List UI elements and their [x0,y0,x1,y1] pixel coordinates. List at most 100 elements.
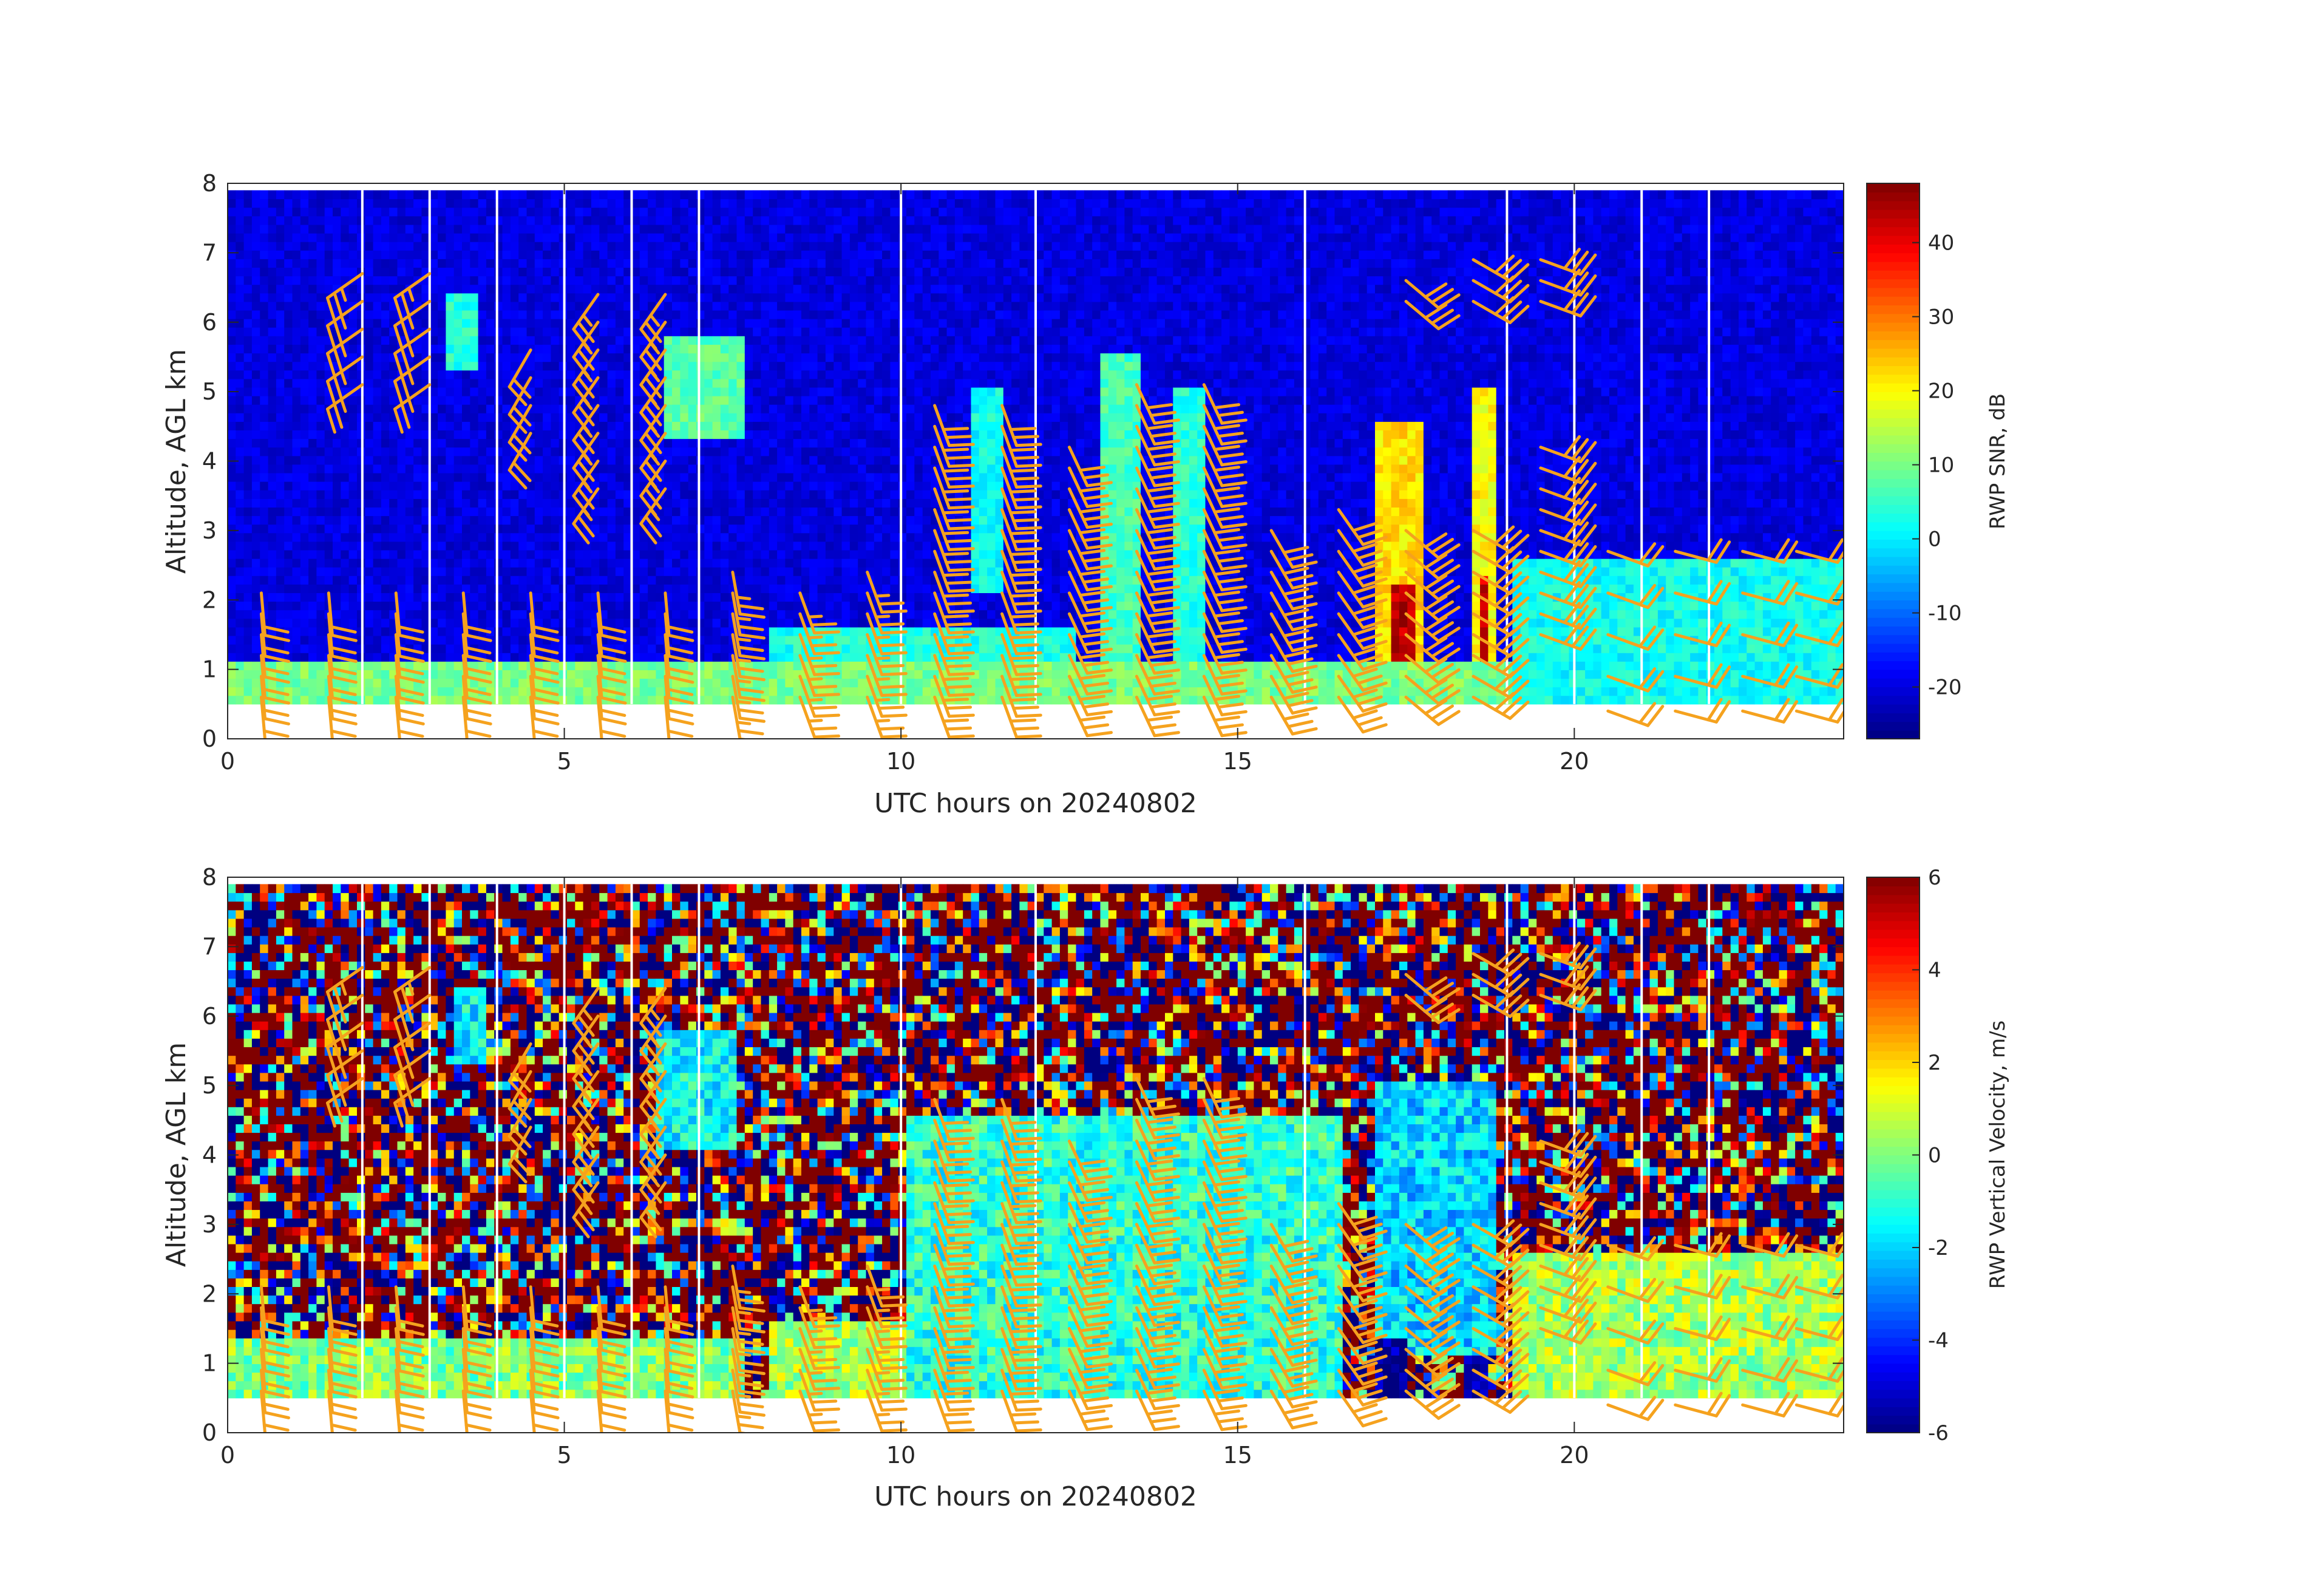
heatmap-cell [712,396,721,405]
heatmap-cell [744,481,753,491]
heatmap-cell [639,636,648,645]
heatmap-cell [243,498,253,508]
heatmap-cell [664,524,673,534]
heatmap-cell [543,387,551,396]
heatmap-cell [543,498,551,508]
heatmap-cell [777,327,786,336]
heatmap-cell [631,430,640,440]
heatmap-cell [656,627,665,636]
heatmap-cell [333,472,341,482]
heatmap-cell [243,276,253,285]
heatmap-cell [260,353,269,362]
heatmap-cell [365,413,374,422]
heatmap-cell [284,276,293,285]
heatmap-cell [276,515,285,525]
heatmap-cell [534,584,543,593]
heatmap-cell [680,507,689,517]
heatmap-cell [405,267,414,277]
heatmap-cell [470,576,479,585]
heatmap-cell [510,601,519,611]
heatmap-cell [801,344,810,354]
heatmap-cell [874,242,883,251]
heatmap-cell [236,498,245,508]
heatmap-cell [623,224,633,234]
heatmap-cell [526,549,535,559]
heatmap-cell [300,284,309,294]
heatmap-cell [236,576,245,585]
heatmap-cell [672,549,681,559]
heatmap-cell [268,472,277,482]
heatmap-cell [341,601,350,611]
heatmap-cell [744,242,753,251]
heatmap-cell [769,507,778,517]
heatmap-cell [753,319,762,328]
heatmap-cell [656,481,665,491]
heatmap-cell [348,310,358,319]
heatmap-cell [866,319,875,328]
heatmap-cell [648,216,656,225]
heatmap-cell [833,644,843,653]
heatmap-cell [373,610,382,619]
heatmap-cell [664,396,673,405]
heatmap-cell [785,276,794,285]
heatmap-cell [438,276,446,285]
heatmap-cell [777,404,786,413]
heatmap-cell [276,344,285,354]
heatmap-cell [753,541,762,551]
heatmap-cell [243,532,253,542]
heatmap-cell [526,301,535,311]
heatmap-cell [866,447,875,457]
heatmap-cell [825,464,834,474]
heatmap-cell [510,532,519,542]
heatmap-cell [769,430,778,440]
heatmap-cell [849,584,858,593]
heatmap-cell [696,644,705,653]
heatmap-cell [341,559,350,568]
heatmap-cell [761,421,770,430]
heatmap-cell [809,455,818,465]
heatmap-cell [429,593,438,602]
heatmap-cell [631,370,640,379]
heatmap-cell [260,207,269,217]
heatmap-cell [825,199,834,208]
heatmap-cell [841,610,850,619]
heatmap-cell [446,361,455,371]
heatmap-cell [720,267,729,277]
heatmap-cell [688,576,697,585]
heatmap-cell [333,507,341,517]
heatmap-cell [672,601,681,611]
heatmap-cell [510,567,519,576]
heatmap-cell [373,344,382,354]
heatmap-cell [348,284,358,294]
heatmap-cell [769,627,778,636]
heatmap-cell [381,242,390,251]
heatmap-cell [623,670,633,679]
heatmap-cell [761,387,770,396]
heatmap-cell [251,695,260,705]
heatmap-cell [470,472,479,482]
heatmap-cell [793,404,802,413]
heatmap-cell [849,361,858,371]
heatmap-cell [728,353,738,362]
heatmap-cell [890,524,899,534]
heatmap-cell [882,233,891,242]
heatmap-cell [543,404,551,413]
heatmap-cell [413,319,422,328]
heatmap-cell [841,549,850,559]
heatmap-cell [300,250,309,259]
heatmap-cell [817,319,826,328]
heatmap-cell [413,233,422,242]
heatmap-cell [413,567,422,576]
heatmap-cell [744,490,753,499]
heatmap-cell [324,472,333,482]
heatmap-cell [429,310,438,319]
heatmap-cell [704,387,713,396]
heatmap-cell [639,644,648,653]
heatmap-cell [648,190,656,200]
heatmap-cell [720,224,729,234]
heatmap-cell [728,549,738,559]
heatmap-cell [236,387,245,396]
heatmap-cell [510,670,519,679]
heatmap-cell [648,549,656,559]
heatmap-cell [494,576,503,585]
